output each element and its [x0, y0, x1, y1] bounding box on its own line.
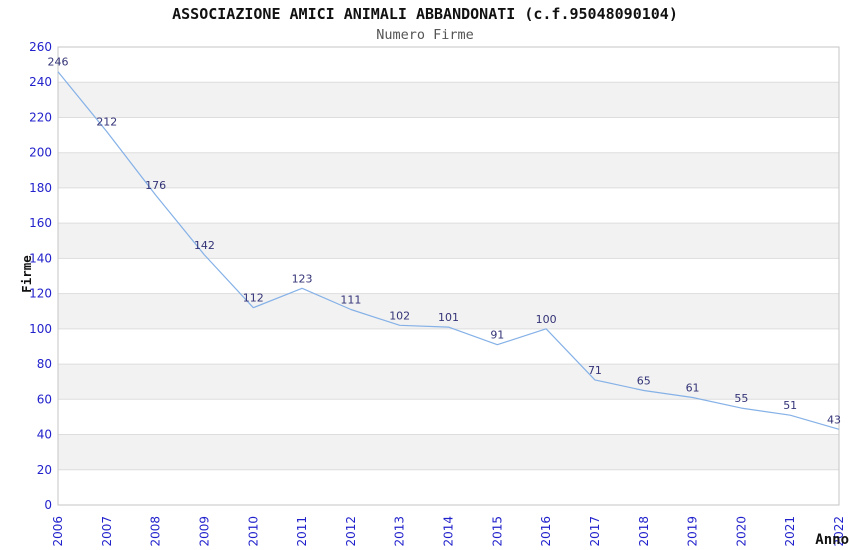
x-tick-label: 2018	[637, 516, 651, 547]
data-point-label: 112	[243, 292, 264, 305]
plot-band	[58, 152, 839, 188]
y-tick-label: 100	[29, 322, 52, 336]
x-tick-label: 2012	[344, 516, 358, 547]
data-point-label: 212	[96, 116, 117, 129]
data-point-label: 111	[340, 293, 361, 306]
x-tick-label: 2009	[197, 516, 211, 547]
x-tick-label: 2013	[393, 516, 407, 547]
data-point-label: 71	[588, 364, 602, 377]
y-tick-label: 40	[37, 428, 52, 442]
plot-border	[57, 46, 840, 506]
data-point-label: 142	[194, 239, 215, 252]
y-tick-label: 240	[29, 75, 52, 89]
plot-band	[58, 434, 839, 470]
x-tick-label: 2006	[51, 516, 65, 547]
y-tick-label: 60	[37, 392, 52, 406]
data-point-label: 43	[827, 413, 841, 426]
x-tick-label: 2010	[246, 516, 260, 547]
y-tick-label: 80	[37, 357, 52, 371]
data-point-label: 100	[536, 313, 557, 326]
x-tick-label: 2019	[686, 516, 700, 547]
x-axis-title: Anno	[815, 532, 849, 548]
data-point-label: 176	[145, 179, 166, 192]
x-tick-label: 2020	[734, 516, 748, 547]
data-point-label: 51	[783, 399, 797, 412]
data-point-label: 246	[48, 56, 69, 69]
x-tick-label: 2008	[149, 516, 163, 547]
x-tick-label: 2014	[442, 516, 456, 547]
data-point-label: 55	[734, 392, 748, 405]
x-tick-label: 2011	[295, 516, 309, 547]
x-tick-label: 2015	[490, 516, 504, 547]
data-point-label: 102	[389, 309, 410, 322]
x-tick-label: 2022	[832, 516, 846, 547]
y-tick-label: 180	[29, 181, 52, 195]
data-point-label: 65	[637, 375, 651, 388]
data-point-label: 101	[438, 311, 459, 324]
x-tick-label: 2016	[539, 516, 553, 547]
y-tick-label: 260	[29, 40, 52, 54]
data-point-label: 123	[292, 272, 313, 285]
plot-band	[58, 364, 839, 400]
plot-band	[58, 293, 839, 329]
y-tick-label: 220	[29, 110, 52, 124]
x-tick-label: 2021	[783, 516, 797, 547]
plot-band	[58, 223, 839, 259]
plot-band	[58, 82, 839, 118]
chart-title: ASSOCIAZIONE AMICI ANIMALI ABBANDONATI (…	[172, 5, 678, 23]
y-tick-label: 20	[37, 463, 52, 477]
y-tick-label: 140	[29, 251, 52, 265]
y-axis-title: Firme	[19, 255, 34, 293]
data-line	[57, 71, 840, 430]
x-tick-label: 2017	[588, 516, 602, 547]
y-tick-label: 120	[29, 287, 52, 301]
y-tick-label: 200	[29, 146, 52, 160]
data-point-label: 61	[686, 382, 700, 395]
y-tick-label: 0	[44, 498, 52, 512]
x-tick-label: 2007	[100, 516, 114, 547]
y-tick-label: 160	[29, 216, 52, 230]
data-point-label: 91	[490, 329, 504, 342]
chart-subtitle: Numero Firme	[376, 27, 474, 43]
